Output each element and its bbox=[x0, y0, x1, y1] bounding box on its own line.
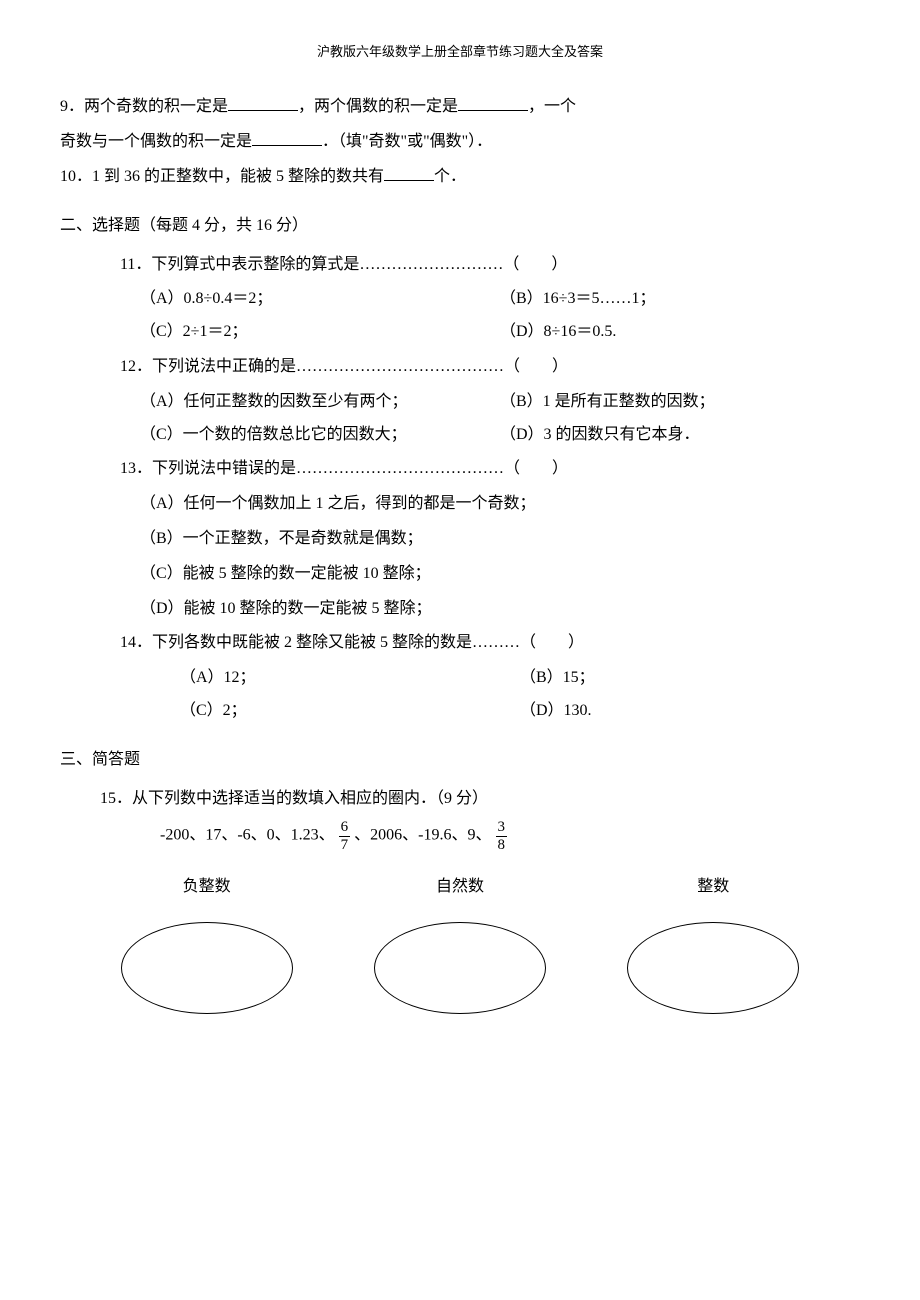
circle-label: 整数 bbox=[627, 873, 799, 902]
circle-group-nat: 自然数 bbox=[374, 873, 546, 1014]
q9-mid2: ，一个 bbox=[528, 98, 576, 115]
q9-line1: 9．两个奇数的积一定是 ，两个偶数的积一定是 ，一个 bbox=[60, 93, 860, 122]
q9-mid1: ，两个偶数的积一定是 bbox=[298, 98, 458, 115]
fraction: 3 8 bbox=[496, 819, 508, 853]
circle-group-neg: 负整数 bbox=[121, 873, 293, 1014]
q10: 10．1 到 36 的正整数中，能被 5 整除的数共有 个． bbox=[60, 163, 860, 192]
q12-d: （D）3 的因数只有它本身． bbox=[500, 421, 860, 450]
ellipse bbox=[627, 922, 799, 1014]
q12-row1: （A）任何正整数的因数至少有两个； （B）1 是所有正整数的因数； bbox=[140, 388, 860, 417]
q14-row1: （A）12； （B）15； bbox=[140, 664, 860, 693]
blank bbox=[458, 94, 528, 111]
q14-a: （A）12； bbox=[140, 664, 520, 693]
circle-label: 自然数 bbox=[374, 873, 546, 902]
q14-row2: （C）2； （D）130. bbox=[140, 697, 860, 726]
q15-list-prefix: -200、17、-6、0、1.23、 bbox=[160, 827, 335, 844]
q10-prefix: 10．1 到 36 的正整数中，能被 5 整除的数共有 bbox=[60, 168, 384, 185]
q15-list: -200、17、-6、0、1.23、 6 7 、2006、-19.6、9、 3 … bbox=[160, 819, 860, 853]
circle-label: 负整数 bbox=[121, 873, 293, 902]
q10-suffix: 个． bbox=[434, 168, 466, 185]
q13-c: （C）能被 5 整除的数一定能被 10 整除； bbox=[140, 560, 860, 589]
q11-b: （B）16÷3＝5……1； bbox=[500, 285, 860, 314]
q14-head: 14．下列各数中既能被 2 整除又能被 5 整除的数是………（ ） bbox=[120, 629, 860, 658]
q12-c: （C）一个数的倍数总比它的因数大； bbox=[140, 421, 500, 450]
q14-c: （C）2； bbox=[140, 697, 520, 726]
q11-a: （A）0.8÷0.4＝2； bbox=[140, 285, 500, 314]
frac-den: 7 bbox=[339, 837, 351, 854]
q13-b: （B）一个正整数，不是奇数就是偶数； bbox=[140, 525, 860, 554]
q11-c: （C）2÷1＝2； bbox=[140, 318, 500, 347]
blank bbox=[252, 129, 322, 146]
q15-head: 15．从下列数中选择适当的数填入相应的圈内．（9 分） bbox=[100, 785, 860, 814]
q11-head: 11．下列算式中表示整除的算式是………………………（ ） bbox=[120, 251, 860, 280]
circles-row: 负整数 自然数 整数 bbox=[60, 873, 860, 1014]
q13-d: （D）能被 10 整除的数一定能被 5 整除； bbox=[140, 595, 860, 624]
q13-head: 13．下列说法中错误的是…………………………………（ ） bbox=[120, 455, 860, 484]
frac-num: 6 bbox=[339, 819, 351, 837]
q12-head: 12．下列说法中正确的是…………………………………（ ） bbox=[120, 353, 860, 382]
blank bbox=[228, 94, 298, 111]
q14-b: （B）15； bbox=[520, 664, 860, 693]
q15-list-mid: 、2006、-19.6、9、 bbox=[354, 827, 491, 844]
section3-title: 三、简答题 bbox=[60, 746, 860, 775]
page-header: 沪教版六年级数学上册全部章节练习题大全及答案 bbox=[60, 40, 860, 63]
fraction: 6 7 bbox=[339, 819, 351, 853]
q12-b: （B）1 是所有正整数的因数； bbox=[500, 388, 860, 417]
q12-a: （A）任何正整数的因数至少有两个； bbox=[140, 388, 500, 417]
q9-line2: 奇数与一个偶数的积一定是 ．（填"奇数"或"偶数"）． bbox=[60, 128, 860, 157]
q9-line2a: 奇数与一个偶数的积一定是 bbox=[60, 133, 252, 150]
frac-den: 8 bbox=[496, 837, 508, 854]
circle-group-int: 整数 bbox=[627, 873, 799, 1014]
q11-d: （D）8÷16＝0.5. bbox=[500, 318, 860, 347]
q9-prefix: 9．两个奇数的积一定是 bbox=[60, 98, 228, 115]
blank bbox=[384, 164, 434, 181]
q14-d: （D）130. bbox=[520, 697, 860, 726]
section2-title: 二、选择题（每题 4 分，共 16 分） bbox=[60, 212, 860, 241]
ellipse bbox=[121, 922, 293, 1014]
ellipse bbox=[374, 922, 546, 1014]
q13-a: （A）任何一个偶数加上 1 之后，得到的都是一个奇数； bbox=[140, 490, 860, 519]
q9-line2b: ．（填"奇数"或"偶数"）． bbox=[322, 133, 492, 150]
q12-row2: （C）一个数的倍数总比它的因数大； （D）3 的因数只有它本身． bbox=[140, 421, 860, 450]
q11-row1: （A）0.8÷0.4＝2； （B）16÷3＝5……1； bbox=[140, 285, 860, 314]
frac-num: 3 bbox=[496, 819, 508, 837]
q11-row2: （C）2÷1＝2； （D）8÷16＝0.5. bbox=[140, 318, 860, 347]
